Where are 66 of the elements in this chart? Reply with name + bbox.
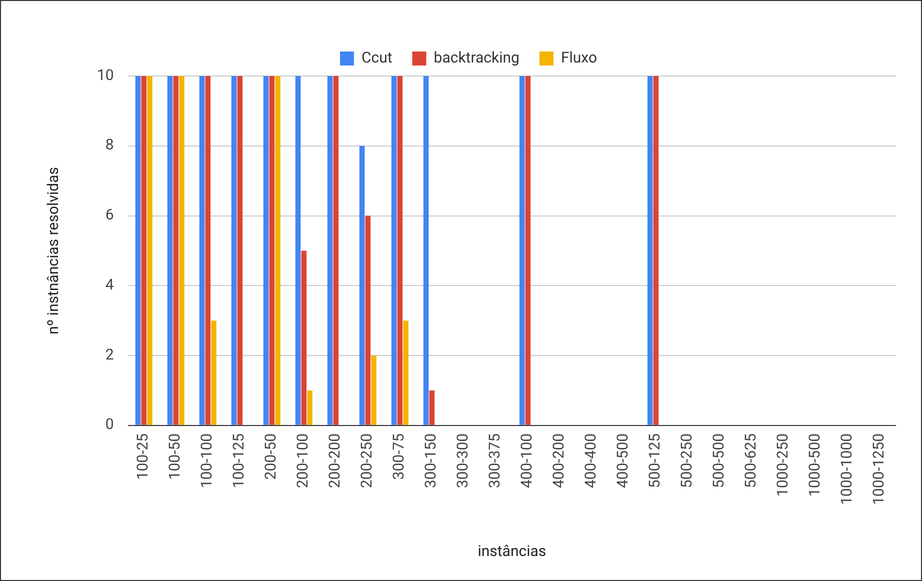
bar [371, 356, 376, 425]
bar [205, 76, 211, 425]
x-tick-label: 500-250 [678, 433, 696, 488]
x-tick-label: 300-150 [422, 433, 440, 488]
bar [231, 76, 237, 425]
y-axis-title: nº instnâncias resolvidas [44, 167, 62, 334]
x-tick-label: 100-50 [166, 433, 184, 480]
bar [173, 76, 179, 425]
x-tick-label: 100-100 [198, 433, 216, 488]
y-tick-label: 6 [105, 206, 114, 224]
x-tick-label: 200-50 [262, 433, 280, 480]
bar [269, 76, 275, 425]
legend-label: Ccut [361, 48, 392, 66]
bar [403, 320, 408, 425]
bar [301, 250, 307, 425]
bar [237, 76, 243, 425]
bar [423, 76, 429, 425]
bar [275, 76, 280, 425]
x-tick-label: 200-100 [294, 433, 312, 488]
x-tick-label: 100-25 [134, 433, 152, 480]
x-tick-label: 1000-1250 [870, 433, 888, 506]
bar [525, 76, 531, 425]
bar [653, 76, 659, 425]
bar [263, 76, 269, 425]
bar [519, 76, 525, 425]
x-tick-label: 200-250 [358, 433, 376, 488]
y-tick-label: 10 [96, 66, 114, 84]
x-tick-label: 300-375 [486, 433, 504, 488]
bar [359, 146, 365, 425]
x-tick-label: 400-400 [582, 433, 600, 488]
bar [141, 76, 147, 425]
x-tick-label: 400-100 [518, 433, 536, 488]
x-tick-label: 500-125 [646, 433, 664, 488]
y-tick-label: 8 [105, 136, 114, 154]
y-tick-label: 4 [105, 275, 114, 294]
bar [391, 76, 397, 425]
legend-label: backtracking [434, 48, 520, 66]
x-tick-label: 1000-250 [774, 433, 792, 497]
x-tick-label: 500-500 [710, 433, 728, 488]
y-tick-label: 0 [105, 415, 114, 434]
bar [397, 76, 403, 425]
bar [365, 216, 371, 425]
bar [199, 76, 205, 425]
bar [327, 76, 333, 425]
y-tick-label: 2 [105, 345, 114, 364]
bar [333, 76, 339, 425]
bar [135, 76, 141, 425]
x-tick-label: 1000-1000 [838, 433, 856, 506]
x-tick-label: 200-200 [326, 433, 344, 488]
x-tick-label: 400-500 [614, 433, 632, 488]
bar [179, 76, 184, 425]
bar [295, 76, 301, 425]
bar [167, 76, 173, 425]
x-tick-label: 300-300 [454, 433, 472, 488]
x-tick-label: 500-625 [742, 433, 760, 488]
x-tick-label: 400-200 [550, 433, 568, 488]
x-axis-title: instâncias [478, 542, 546, 560]
x-tick-label: 100-125 [230, 433, 248, 488]
bar [211, 320, 216, 425]
x-tick-label: 300-75 [390, 433, 408, 480]
bar [647, 76, 653, 425]
legend-label: Fluxo [560, 48, 598, 66]
bar [307, 390, 312, 425]
bar [147, 76, 152, 425]
x-tick-label: 1000-500 [806, 433, 824, 497]
bar [429, 390, 435, 425]
